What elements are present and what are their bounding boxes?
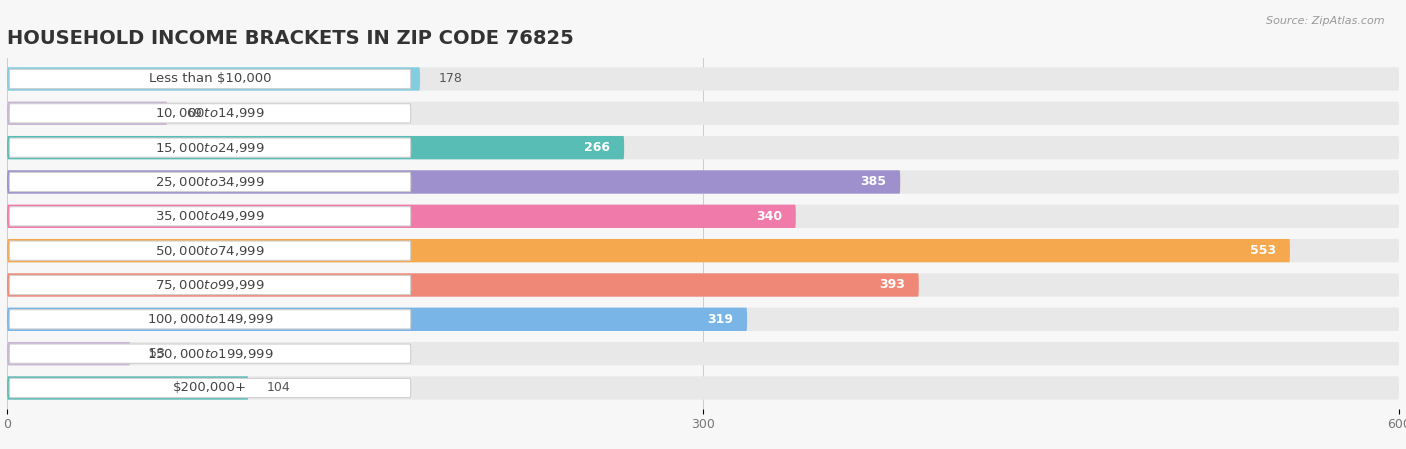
Text: 393: 393 — [879, 278, 905, 291]
FancyBboxPatch shape — [7, 273, 1399, 297]
FancyBboxPatch shape — [10, 172, 411, 192]
FancyBboxPatch shape — [10, 344, 411, 363]
FancyBboxPatch shape — [10, 275, 411, 295]
FancyBboxPatch shape — [7, 342, 129, 365]
Text: 553: 553 — [1250, 244, 1277, 257]
FancyBboxPatch shape — [7, 101, 167, 125]
Text: $50,000 to $74,999: $50,000 to $74,999 — [155, 244, 264, 258]
FancyBboxPatch shape — [7, 136, 624, 159]
FancyBboxPatch shape — [7, 205, 1399, 228]
Text: 266: 266 — [585, 141, 610, 154]
FancyBboxPatch shape — [7, 376, 249, 400]
FancyBboxPatch shape — [7, 273, 918, 297]
FancyBboxPatch shape — [10, 310, 411, 329]
FancyBboxPatch shape — [7, 67, 1399, 91]
Text: Source: ZipAtlas.com: Source: ZipAtlas.com — [1267, 16, 1385, 26]
Text: Less than $10,000: Less than $10,000 — [149, 72, 271, 85]
Text: $15,000 to $24,999: $15,000 to $24,999 — [155, 141, 264, 154]
Text: $150,000 to $199,999: $150,000 to $199,999 — [146, 347, 273, 361]
FancyBboxPatch shape — [7, 67, 420, 91]
FancyBboxPatch shape — [10, 241, 411, 260]
Text: 104: 104 — [267, 382, 291, 395]
FancyBboxPatch shape — [7, 239, 1289, 262]
FancyBboxPatch shape — [10, 207, 411, 226]
FancyBboxPatch shape — [7, 239, 1399, 262]
FancyBboxPatch shape — [10, 104, 411, 123]
Text: 69: 69 — [186, 107, 201, 120]
Text: 385: 385 — [860, 176, 886, 189]
FancyBboxPatch shape — [7, 136, 1399, 159]
FancyBboxPatch shape — [7, 170, 1399, 194]
FancyBboxPatch shape — [7, 205, 796, 228]
Text: $200,000+: $200,000+ — [173, 382, 247, 395]
Text: $100,000 to $149,999: $100,000 to $149,999 — [146, 313, 273, 326]
Text: $35,000 to $49,999: $35,000 to $49,999 — [155, 209, 264, 223]
Text: $75,000 to $99,999: $75,000 to $99,999 — [155, 278, 264, 292]
Text: $10,000 to $14,999: $10,000 to $14,999 — [155, 106, 264, 120]
Text: 178: 178 — [439, 72, 463, 85]
FancyBboxPatch shape — [7, 342, 1399, 365]
Text: 53: 53 — [149, 347, 165, 360]
Text: HOUSEHOLD INCOME BRACKETS IN ZIP CODE 76825: HOUSEHOLD INCOME BRACKETS IN ZIP CODE 76… — [7, 30, 574, 48]
Text: $25,000 to $34,999: $25,000 to $34,999 — [155, 175, 264, 189]
FancyBboxPatch shape — [10, 379, 411, 398]
FancyBboxPatch shape — [7, 376, 1399, 400]
FancyBboxPatch shape — [10, 69, 411, 88]
FancyBboxPatch shape — [7, 308, 747, 331]
Text: 340: 340 — [756, 210, 782, 223]
FancyBboxPatch shape — [7, 101, 1399, 125]
Text: 319: 319 — [707, 313, 733, 326]
FancyBboxPatch shape — [10, 138, 411, 157]
FancyBboxPatch shape — [7, 170, 900, 194]
FancyBboxPatch shape — [7, 308, 1399, 331]
